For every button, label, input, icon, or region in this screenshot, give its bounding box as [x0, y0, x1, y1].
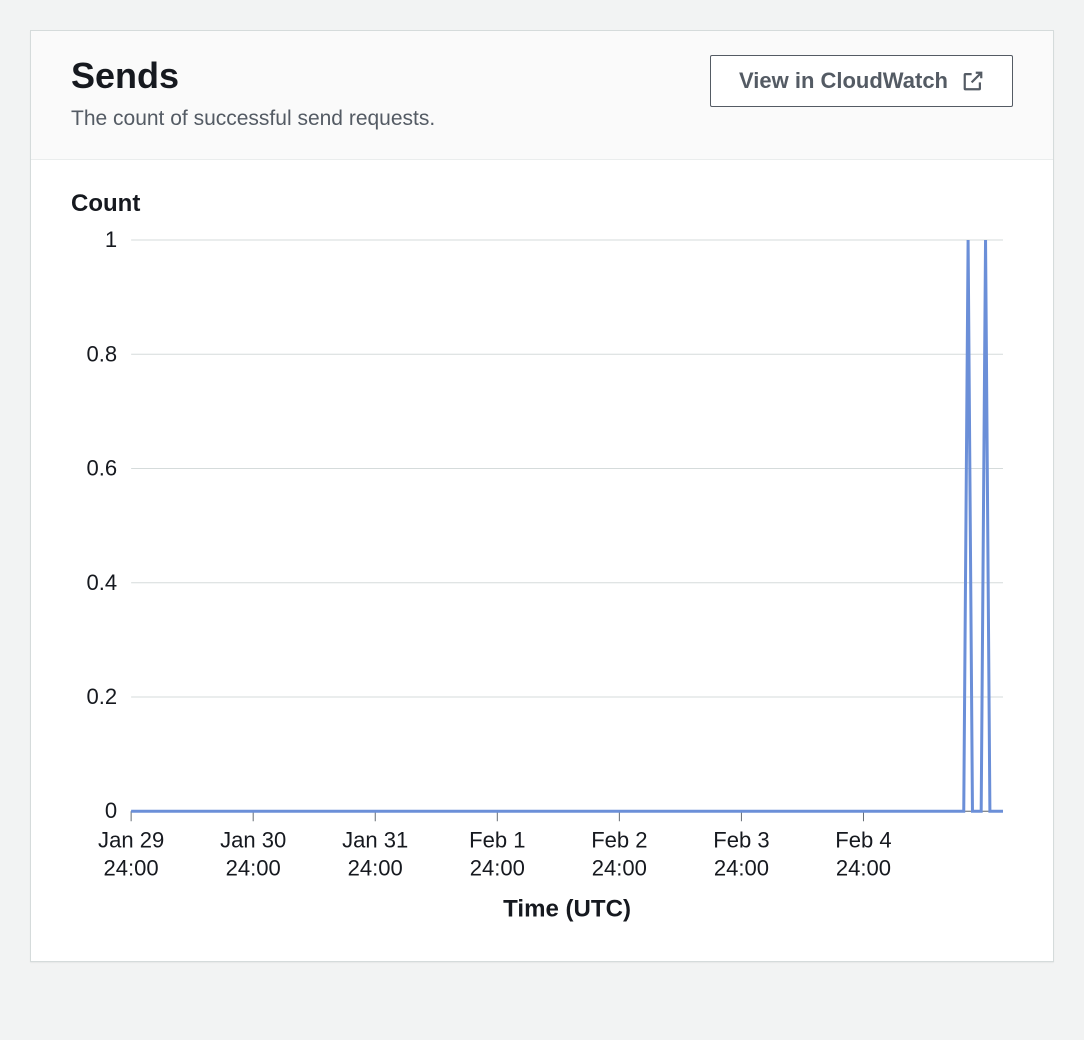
view-in-cloudwatch-button[interactable]: View in CloudWatch: [710, 55, 1013, 107]
x-axis-title: Time (UTC): [503, 895, 631, 922]
card-subtitle: The count of successful send requests.: [71, 107, 435, 131]
x-tick-label-line2: 24:00: [348, 855, 403, 880]
title-block: Sends The count of successful send reque…: [71, 55, 435, 131]
x-tick-label-line1: Jan 29: [98, 827, 164, 852]
x-tick-label-line2: 24:00: [836, 855, 891, 880]
x-tick-label-line2: 24:00: [592, 855, 647, 880]
x-tick-label-line1: Jan 30: [220, 827, 286, 852]
x-tick-label-line2: 24:00: [470, 855, 525, 880]
x-tick-label-line2: 24:00: [104, 855, 159, 880]
external-link-icon: [962, 70, 984, 92]
sends-chart: 0 0.2 0.4 0.6 0.8 1 Jan 29 24:00 Jan 30 24:00 Jan …: [71, 230, 1013, 931]
x-tick-label-line1: Jan 31: [342, 827, 408, 852]
y-tick-label: 0.8: [86, 341, 117, 366]
card-title: Sends: [71, 55, 435, 97]
x-tick-label-line2: 24:00: [226, 855, 281, 880]
x-tick-label-line1: Feb 2: [591, 827, 647, 852]
series-line: [131, 240, 1003, 811]
y-tick-label: 0.2: [86, 684, 117, 709]
metric-card: Sends The count of successful send reque…: [30, 30, 1054, 962]
x-tick-label-line1: Feb 3: [713, 827, 769, 852]
x-tick-label-line1: Feb 4: [835, 827, 891, 852]
y-tick-label: 1: [105, 230, 117, 252]
x-tick-label-line2: 24:00: [714, 855, 769, 880]
y-axis-title: Count: [71, 190, 1013, 218]
view-in-cloudwatch-label: View in CloudWatch: [739, 68, 948, 94]
x-tick-label-line1: Feb 1: [469, 827, 525, 852]
card-header: Sends The count of successful send reque…: [31, 31, 1053, 160]
chart-area: 0 0.2 0.4 0.6 0.8 1 Jan 29 24:00 Jan 30 24:00 Jan …: [71, 230, 1013, 931]
y-tick-label: 0.6: [86, 456, 117, 481]
y-tick-label: 0: [105, 798, 117, 823]
card-body: Count 0 0.2 0.4 0.6 0.8 1 Jan 29 24:00 Jan 30 24:…: [31, 160, 1053, 961]
y-tick-label: 0.4: [86, 570, 117, 595]
